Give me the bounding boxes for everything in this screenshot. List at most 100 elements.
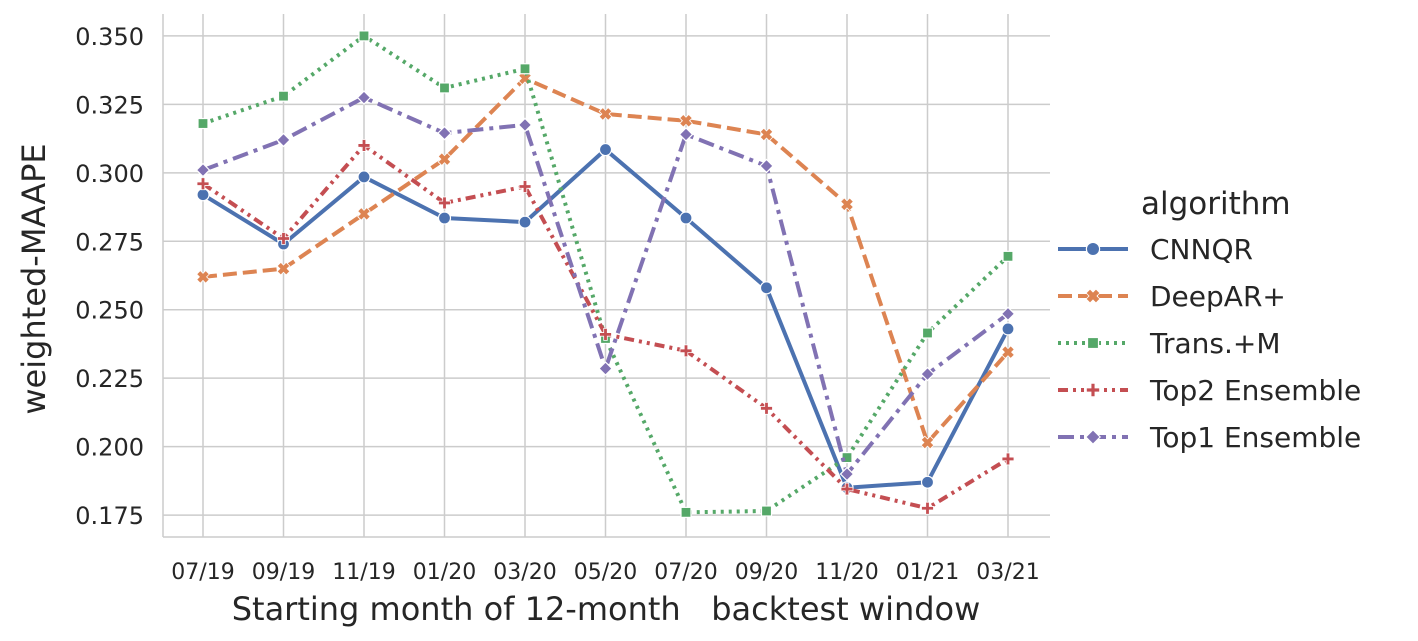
data-point-trans-m	[921, 327, 934, 339]
legend-marker	[1085, 429, 1101, 445]
x-tick-label: 11/20	[815, 560, 878, 585]
data-point-deepar	[276, 261, 291, 276]
data-point-cnnqr	[196, 188, 210, 202]
legend: algorithm CNNQR DeepAR+ Trans.+M Top2 Ensem…	[1058, 186, 1361, 454]
data-point-top1-ensemble	[195, 162, 211, 178]
series-cnnqr	[196, 142, 1015, 495]
data-point-trans-m	[197, 117, 209, 130]
legend-marker	[1086, 336, 1100, 350]
data-point-top2-ensemble	[196, 177, 210, 191]
legend-label: Trans.+M	[1149, 327, 1281, 360]
data-point-top2-ensemble	[679, 344, 693, 358]
data-point-top1-ensemble	[437, 125, 452, 141]
data-point-cnnqr	[437, 211, 452, 225]
data-point-top2-ensemble	[1001, 452, 1015, 466]
x-tick-label: 01/20	[413, 560, 476, 585]
x-tick-label: 03/21	[976, 560, 1039, 585]
data-point-cnnqr	[679, 211, 693, 225]
series-line-top2-ensemble	[201, 143, 1010, 511]
x-tick-label: 07/20	[654, 560, 717, 585]
data-point-deepar	[598, 107, 613, 121]
data-point-top2-ensemble	[518, 180, 532, 193]
data-point-top1-ensemble	[276, 132, 291, 148]
y-tick-label: 0.175	[75, 502, 144, 530]
data-point-deepar	[357, 207, 371, 221]
legend-item-top2-ensemble: Top2 Ensemble	[1058, 374, 1361, 407]
data-point-deepar	[1001, 345, 1015, 360]
data-point-trans-m	[1002, 250, 1014, 262]
data-point-deepar	[759, 127, 774, 142]
y-tick-label: 0.250	[75, 297, 144, 325]
legend-title: algorithm	[1141, 186, 1291, 222]
data-point-top1-ensemble	[839, 466, 855, 482]
data-point-trans-m	[841, 451, 853, 464]
data-point-top2-ensemble	[760, 401, 773, 415]
data-point-cnnqr	[920, 475, 935, 489]
series-line-trans-m	[202, 33, 1010, 515]
data-point-top1-ensemble	[356, 90, 372, 105]
data-point-top2-ensemble	[357, 139, 371, 152]
x-tick-label: 09/20	[735, 560, 798, 585]
legend-label: CNNQR	[1150, 233, 1253, 266]
data-point-top2-ensemble	[277, 232, 290, 245]
grid-lines	[163, 14, 1050, 537]
legend-label: DeepAR+	[1150, 280, 1286, 313]
data-point-top1-ensemble	[759, 158, 774, 174]
data-point-top2-ensemble	[599, 327, 612, 341]
x-tick-label: 07/19	[171, 560, 234, 585]
legend-label: Top2 Ensemble	[1149, 374, 1361, 407]
data-point-trans-m	[519, 63, 531, 75]
data-point-cnnqr	[357, 170, 371, 184]
data-point-deepar	[920, 435, 935, 450]
y-tick-label: 0.325	[75, 91, 144, 119]
data-point-cnnqr	[759, 281, 774, 295]
data-point-deepar	[840, 197, 854, 212]
legend-marker	[1085, 288, 1101, 304]
series-line-deepar	[202, 76, 1010, 445]
data-point-top1-ensemble	[678, 127, 694, 142]
data-point-trans-m	[277, 90, 290, 102]
x-tick-label: 09/19	[252, 560, 315, 585]
x-tick-label: 01/21	[896, 560, 959, 585]
axes	[162, 14, 1050, 538]
y-tick-label: 0.200	[75, 434, 144, 462]
data-point-trans-m	[680, 506, 692, 518]
series-group	[195, 30, 1016, 518]
data-point-trans-m	[438, 82, 451, 94]
tick-labels: 07/19 09/19 11/19 01/20 03/20 05/20 07/20 09/20…	[75, 23, 1039, 585]
legend-item-top1-ensemble: Top1 Ensemble	[1058, 421, 1361, 454]
data-point-deepar	[679, 113, 693, 128]
data-point-top2-ensemble	[921, 501, 934, 515]
series-top1-ensemble	[195, 90, 1016, 482]
data-point-top1-ensemble	[517, 117, 533, 133]
legend-item-cnnqr: CNNQR	[1058, 233, 1253, 266]
y-tick-label: 0.275	[75, 228, 144, 256]
legend-label: Top1 Ensemble	[1149, 421, 1361, 454]
data-point-trans-m	[760, 505, 773, 517]
x-tick-label: 05/20	[574, 560, 637, 585]
legend-item-trans-m: Trans.+M	[1058, 327, 1281, 360]
y-tick-label: 0.350	[75, 23, 144, 51]
series-deepar	[196, 71, 1015, 450]
y-tick-label: 0.225	[75, 365, 144, 393]
series-top2-ensemble	[196, 139, 1015, 515]
data-point-trans-m	[358, 30, 370, 42]
legend-marker	[1085, 241, 1101, 257]
data-point-deepar	[437, 152, 452, 166]
legend-marker	[1086, 383, 1100, 397]
data-point-top1-ensemble	[920, 366, 935, 382]
data-point-cnnqr	[1001, 322, 1015, 336]
data-point-top2-ensemble	[438, 196, 451, 210]
data-point-top1-ensemble	[1000, 306, 1016, 322]
data-point-deepar	[196, 270, 210, 284]
data-point-cnnqr	[518, 215, 532, 229]
data-point-top2-ensemble	[840, 482, 854, 496]
legend-item-deepar: DeepAR+	[1058, 280, 1286, 313]
x-tick-label: 11/19	[332, 560, 395, 585]
data-point-top1-ensemble	[598, 361, 613, 376]
x-tick-label: 03/20	[493, 560, 556, 585]
y-axis-title: weighted-MAAPE	[15, 143, 53, 414]
data-point-cnnqr	[598, 142, 613, 157]
y-tick-label: 0.300	[75, 160, 144, 188]
